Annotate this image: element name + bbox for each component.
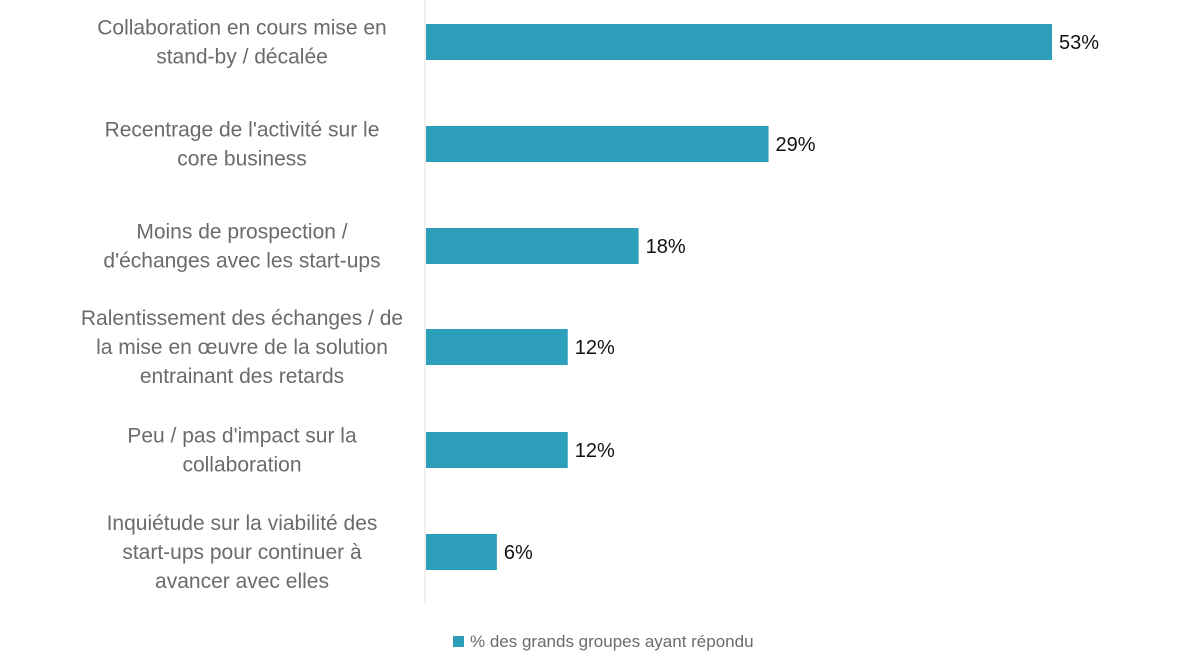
bar — [426, 534, 497, 570]
value-labels-group: 53% 29% 18% 12% 12% 6% — [504, 32, 1099, 564]
category-label: stand-by / décalée — [156, 46, 328, 69]
value-label: 18% — [646, 236, 686, 258]
category-label: Moins de prospection / — [136, 221, 347, 244]
bar — [426, 228, 639, 264]
category-label: start-ups pour continuer à — [122, 541, 362, 564]
legend-label: % des grands groupes ayant répondu — [470, 632, 754, 651]
value-label: 6% — [504, 542, 533, 564]
legend-swatch — [453, 636, 464, 647]
category-label: la mise en œuvre de la solution — [96, 336, 388, 359]
bar — [426, 24, 1052, 60]
category-label: entrainant des retards — [140, 365, 344, 388]
value-label: 29% — [776, 134, 816, 156]
category-label: avancer avec elles — [155, 570, 329, 593]
bars-group — [426, 24, 1052, 570]
category-label: Recentrage de l'activité sur le — [105, 119, 380, 142]
category-label: Peu / pas d'impact sur la — [127, 425, 357, 448]
bar — [426, 126, 769, 162]
category-label: Collaboration en cours mise en — [97, 17, 387, 40]
category-label: collaboration — [182, 454, 301, 477]
category-label: d'échanges avec les start-ups — [103, 250, 380, 273]
value-label: 12% — [575, 337, 615, 359]
category-label: Ralentissement des échanges / de — [81, 307, 403, 330]
bar — [426, 432, 568, 468]
value-label: 12% — [575, 440, 615, 462]
category-label: Inquiétude sur la viabilité des — [107, 512, 378, 535]
category-label: core business — [177, 148, 307, 171]
category-labels-group: Collaboration en cours mise en stand-by /… — [81, 17, 403, 594]
value-label: 53% — [1059, 32, 1099, 54]
bar — [426, 329, 568, 365]
legend: % des grands groupes ayant répondu — [453, 632, 754, 651]
